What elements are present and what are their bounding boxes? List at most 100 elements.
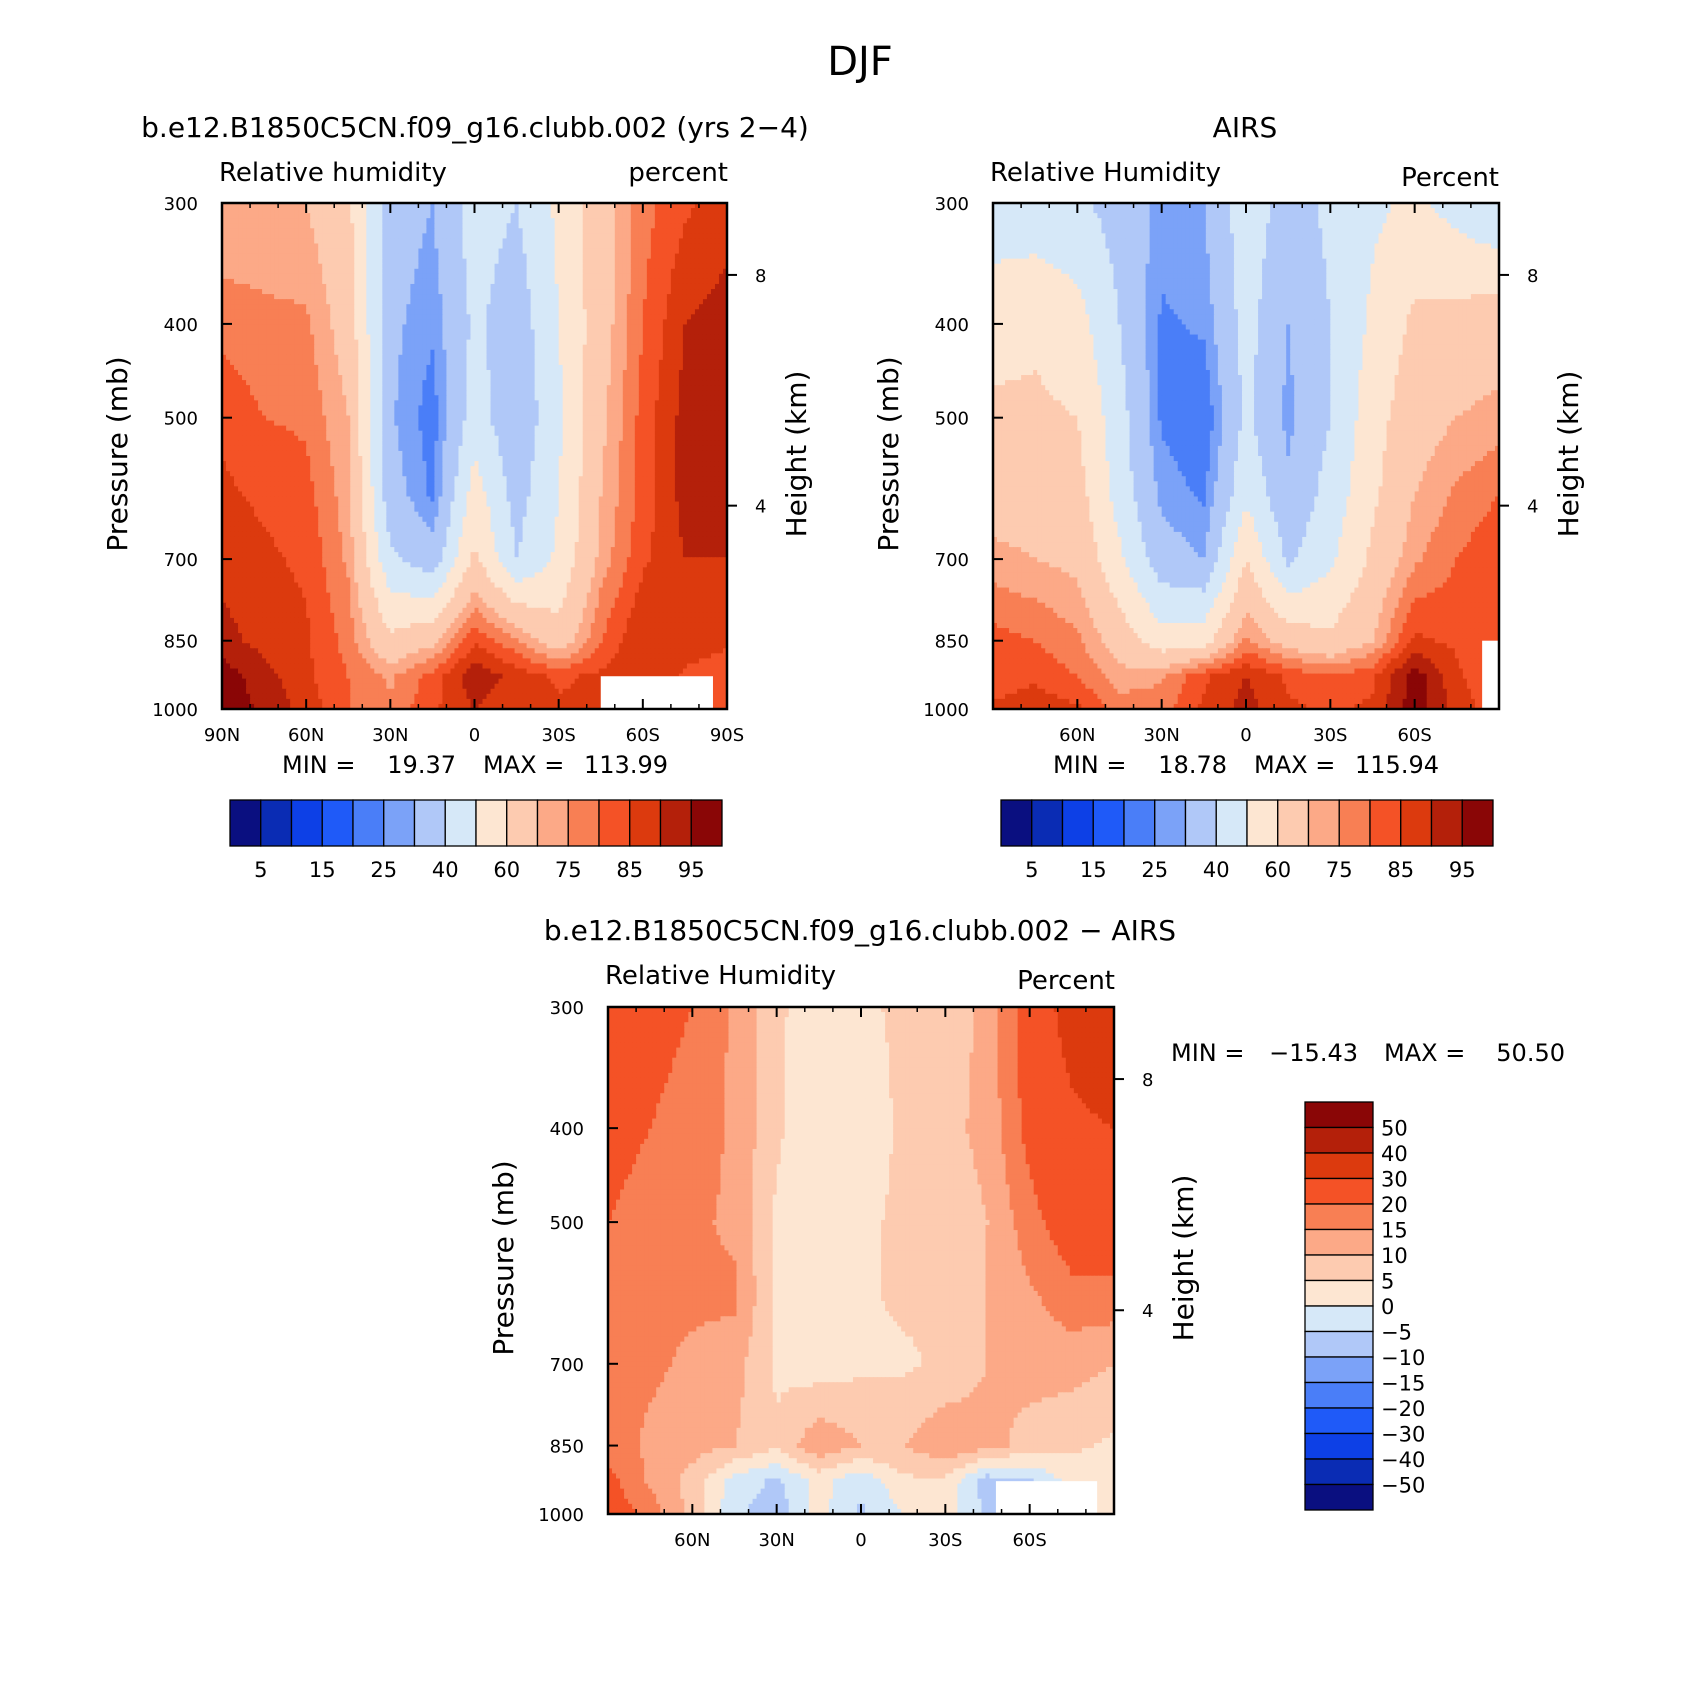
contour-cell <box>718 238 724 245</box>
contour-cell <box>350 375 355 381</box>
contour-cell <box>710 349 716 356</box>
contour-cell <box>490 324 496 331</box>
contour-cell <box>594 218 600 224</box>
contour-cell <box>526 253 532 260</box>
contour-cell <box>414 228 419 234</box>
contour-cell <box>406 228 411 234</box>
contour-cell <box>538 233 544 240</box>
contour-cell <box>642 238 648 245</box>
contour-cell <box>302 223 307 229</box>
contour-cell <box>434 390 440 396</box>
contour-cell <box>506 233 512 240</box>
contour-cell <box>262 359 267 366</box>
contour-cell <box>570 329 576 336</box>
contour-cell <box>414 309 419 315</box>
contour-cell <box>462 354 468 361</box>
contour-cell <box>234 319 239 326</box>
contour-cell <box>246 238 251 245</box>
contour-cell <box>350 253 355 260</box>
contour-cell <box>630 359 636 366</box>
contour-cell <box>454 314 460 320</box>
contour-cell <box>406 294 411 300</box>
contour-cell <box>530 319 536 326</box>
contour-cell <box>518 359 524 366</box>
contour-cell <box>386 309 391 315</box>
contour-cell <box>522 354 528 361</box>
contour-cell <box>474 248 480 255</box>
contour-cell <box>506 243 512 250</box>
contour-cell <box>470 278 476 285</box>
contour-cell <box>266 380 271 386</box>
contour-cell <box>562 359 568 366</box>
contour-cell <box>406 258 411 265</box>
contour-cell <box>470 390 476 396</box>
contour-cell <box>506 369 512 376</box>
contour-cell <box>394 395 399 401</box>
contour-cell <box>362 314 367 320</box>
contour-cell <box>662 233 668 240</box>
contour-cell <box>294 268 299 275</box>
contour-cell <box>622 344 628 351</box>
contour-cell <box>422 334 428 341</box>
contour-cell <box>594 324 600 331</box>
contour-cell <box>666 349 672 356</box>
contour-cell <box>410 349 415 356</box>
contour-cell <box>254 390 259 396</box>
contour-cell <box>326 395 331 401</box>
contour-cell <box>618 278 624 285</box>
contour-cell <box>694 364 700 371</box>
contour-cell <box>334 289 339 295</box>
contour-cell <box>370 329 375 336</box>
contour-cell <box>538 263 544 270</box>
contour-cell <box>454 319 460 326</box>
contour-cell <box>562 369 568 376</box>
contour-cell <box>690 324 696 331</box>
contour-cell <box>566 248 572 255</box>
contour-cell <box>590 223 596 229</box>
contour-cell <box>634 314 640 320</box>
contour-cell <box>222 349 227 356</box>
contour-cell <box>410 253 415 260</box>
contour-cell <box>466 400 472 406</box>
contour-cell <box>622 364 628 371</box>
contour-cell <box>362 223 367 229</box>
contour-cell <box>282 364 287 371</box>
contour-cell <box>586 289 592 295</box>
contour-cell <box>378 380 383 386</box>
contour-cell <box>490 319 496 326</box>
contour-cell <box>490 400 496 406</box>
contour-cell <box>222 304 227 310</box>
contour-cell <box>562 364 568 371</box>
contour-cell <box>402 390 407 396</box>
contour-cell <box>518 364 524 371</box>
contour-cell <box>714 359 720 366</box>
contour-cell <box>250 324 255 331</box>
contour-cell <box>690 213 696 219</box>
contour-field <box>222 203 727 709</box>
contour-cell <box>554 314 560 320</box>
contour-cell <box>698 233 704 240</box>
contour-cell <box>654 390 660 396</box>
contour-cell <box>434 349 440 356</box>
contour-cell <box>698 278 704 285</box>
contour-cell <box>290 390 295 396</box>
contour-cell <box>598 314 604 320</box>
contour-cell <box>290 334 295 341</box>
contour-cell <box>574 218 580 224</box>
contour-cell <box>514 324 520 331</box>
contour-cell <box>374 278 379 285</box>
contour-cell <box>554 283 560 290</box>
contour-cell <box>550 299 556 305</box>
contour-cell <box>634 364 640 371</box>
contour-cell <box>358 400 363 406</box>
contour-cell <box>442 273 448 280</box>
contour-cell <box>642 319 648 326</box>
contour-cell <box>402 314 407 320</box>
contour-cell <box>714 213 720 219</box>
contour-cell <box>634 233 640 240</box>
contour-cell <box>254 304 259 310</box>
contour-cell <box>354 369 359 376</box>
contour-cell <box>302 273 307 280</box>
contour-cell <box>678 238 684 245</box>
contour-cell <box>694 304 700 310</box>
